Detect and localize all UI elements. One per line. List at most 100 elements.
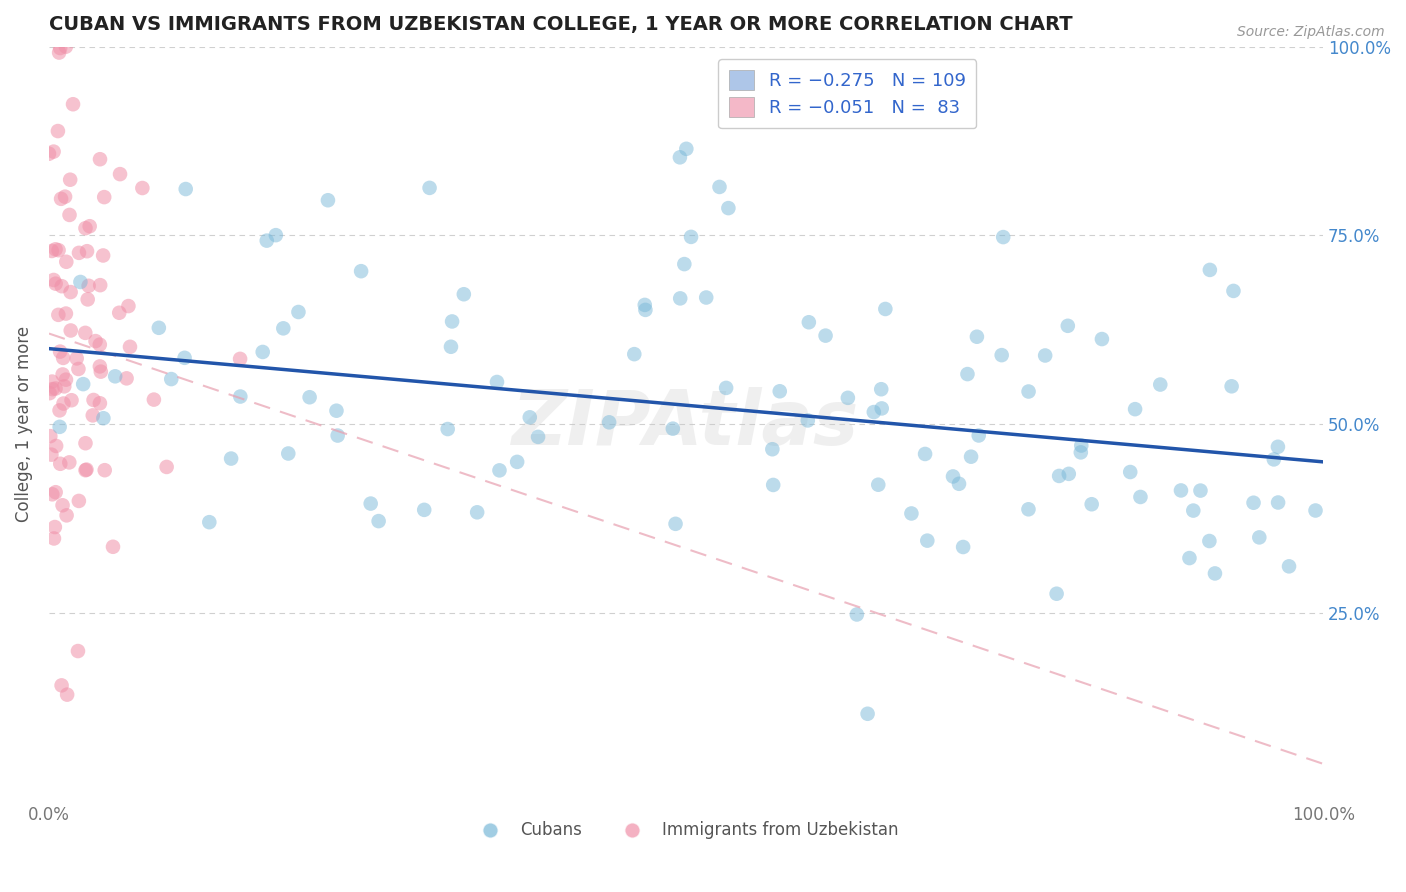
Point — [48, 308, 70, 322]
Point — [527, 430, 550, 444]
Point — [1267, 495, 1289, 509]
Point — [453, 287, 475, 301]
Point — [45, 382, 67, 396]
Point — [229, 390, 252, 404]
Point — [52, 396, 75, 410]
Point — [198, 515, 221, 529]
Point — [45, 439, 67, 453]
Point — [49, 41, 72, 55]
Point — [46, 124, 69, 138]
Legend: Cubans, Immigrants from Uzbekistan: Cubans, Immigrants from Uzbekistan — [467, 814, 905, 847]
Point — [173, 351, 195, 365]
Point — [277, 446, 299, 460]
Point — [1305, 503, 1327, 517]
Point — [49, 192, 72, 206]
Point — [1080, 497, 1102, 511]
Point — [488, 463, 510, 477]
Point — [93, 411, 115, 425]
Point — [38, 146, 60, 161]
Point — [273, 321, 295, 335]
Point — [117, 299, 139, 313]
Point — [862, 405, 884, 419]
Point — [634, 298, 657, 312]
Point — [1249, 530, 1271, 544]
Point — [942, 469, 965, 483]
Point — [669, 292, 692, 306]
Point — [69, 275, 91, 289]
Point — [48, 420, 70, 434]
Point — [1222, 284, 1244, 298]
Point — [252, 345, 274, 359]
Point — [506, 455, 529, 469]
Point — [148, 321, 170, 335]
Point — [1033, 349, 1056, 363]
Point — [49, 344, 72, 359]
Point — [75, 436, 97, 450]
Point — [52, 368, 75, 382]
Point — [82, 409, 104, 423]
Point — [967, 428, 990, 442]
Point — [49, 457, 72, 471]
Point — [59, 172, 82, 186]
Point — [1070, 438, 1092, 452]
Point — [76, 462, 98, 476]
Point — [38, 386, 60, 401]
Point — [1278, 559, 1301, 574]
Point — [1057, 467, 1080, 481]
Point — [58, 455, 80, 469]
Point — [55, 373, 77, 387]
Point — [219, 451, 242, 466]
Point — [814, 328, 837, 343]
Point — [1046, 587, 1069, 601]
Point — [55, 307, 77, 321]
Point — [870, 401, 893, 416]
Point — [993, 230, 1015, 244]
Point — [60, 393, 83, 408]
Point — [41, 375, 63, 389]
Point — [1119, 465, 1142, 479]
Point — [367, 514, 389, 528]
Point — [845, 607, 868, 622]
Point — [58, 208, 80, 222]
Point — [115, 371, 138, 385]
Point — [413, 503, 436, 517]
Point — [1189, 483, 1212, 498]
Point — [519, 410, 541, 425]
Point — [67, 362, 90, 376]
Point — [709, 180, 731, 194]
Point — [762, 478, 785, 492]
Point — [84, 334, 107, 348]
Point — [868, 477, 890, 491]
Point — [52, 351, 75, 365]
Point — [83, 392, 105, 407]
Point — [48, 45, 70, 60]
Point — [669, 150, 692, 164]
Point — [67, 494, 90, 508]
Point — [952, 540, 974, 554]
Point — [48, 403, 70, 417]
Point — [1267, 440, 1289, 454]
Point — [256, 234, 278, 248]
Point — [875, 301, 897, 316]
Point — [108, 306, 131, 320]
Point — [1220, 379, 1243, 393]
Point — [62, 97, 84, 112]
Point — [326, 428, 349, 442]
Point — [264, 228, 287, 243]
Point — [93, 190, 115, 204]
Point — [1129, 490, 1152, 504]
Point — [55, 39, 77, 54]
Point — [108, 167, 131, 181]
Point — [673, 257, 696, 271]
Y-axis label: College, 1 year or more: College, 1 year or more — [15, 326, 32, 522]
Point — [316, 193, 339, 207]
Point — [1149, 377, 1171, 392]
Point — [769, 384, 792, 399]
Point — [1123, 402, 1146, 417]
Point — [53, 189, 76, 203]
Point — [42, 273, 65, 287]
Point — [966, 330, 988, 344]
Point — [360, 497, 382, 511]
Point — [90, 365, 112, 379]
Point — [465, 505, 488, 519]
